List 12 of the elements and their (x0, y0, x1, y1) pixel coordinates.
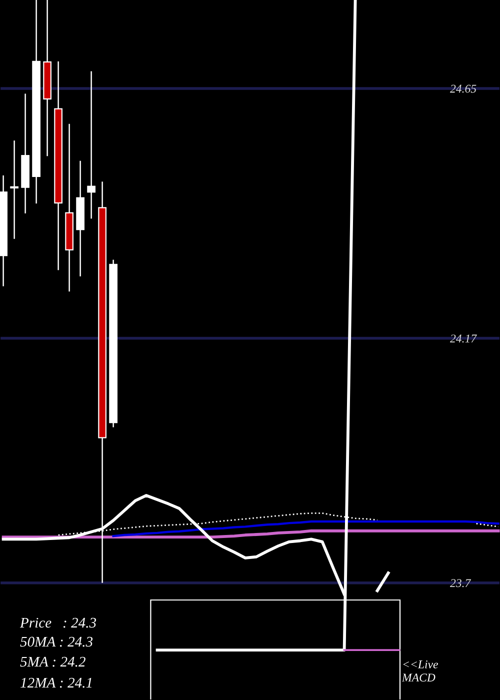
y-tick-label: 24.17 (450, 334, 477, 343)
annotation: <<Live MACD (402, 660, 438, 682)
annotation: 12MA : 24.1 (20, 678, 92, 688)
candlestick (10, 140, 18, 240)
annotation: 5MA : 24.2 (20, 656, 86, 667)
line-series (112, 520, 500, 538)
candlestick (87, 70, 96, 220)
line-series (2, 529, 500, 539)
y-tick-label: 24.65 (450, 84, 476, 93)
y-tick-label: 23.7 (450, 579, 472, 588)
annotation: 50MA : 24.3 (20, 636, 93, 647)
annotation: Price : 24.3 (20, 618, 96, 628)
